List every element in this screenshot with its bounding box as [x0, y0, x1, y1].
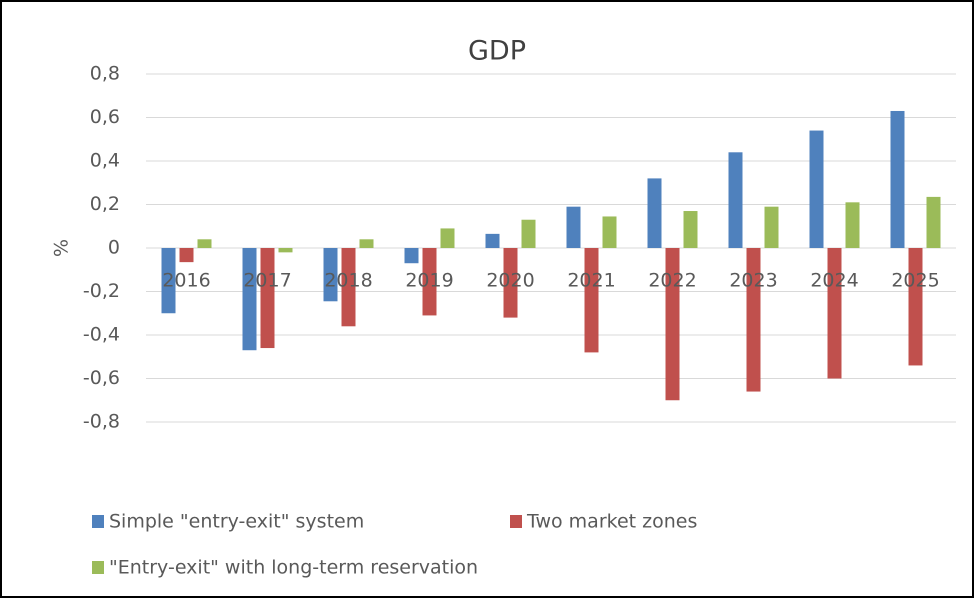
bar — [683, 211, 698, 248]
legend-label: Two market zones — [526, 511, 697, 533]
bar — [179, 248, 194, 263]
x-tick-label: 2024 — [810, 270, 858, 292]
x-tick-label: 2020 — [486, 270, 534, 292]
bar — [161, 248, 176, 314]
x-tick-label: 2016 — [162, 270, 210, 292]
legend-label: Simple "entry-exit" system — [109, 511, 364, 533]
y-tick-label: 0 — [108, 237, 120, 259]
bar — [602, 216, 617, 248]
bar — [665, 248, 680, 401]
bar — [647, 178, 662, 248]
bar — [503, 248, 518, 318]
y-axis-label: % — [51, 239, 73, 257]
bar — [242, 248, 257, 351]
x-tick-label: 2022 — [648, 270, 696, 292]
bar — [260, 248, 275, 349]
bar — [197, 239, 212, 248]
y-tick-label: -0,8 — [83, 411, 120, 433]
bar — [809, 130, 824, 248]
bar — [359, 239, 374, 248]
legend-swatch — [92, 561, 104, 574]
y-tick-label: -0,6 — [83, 367, 120, 389]
bar — [728, 152, 743, 248]
x-tick-label: 2025 — [891, 270, 939, 292]
y-tick-label: 0,2 — [90, 193, 120, 215]
bar — [278, 248, 293, 253]
x-tick-label: 2021 — [567, 270, 615, 292]
bar — [440, 228, 455, 248]
x-tick-label: 2017 — [243, 270, 291, 292]
x-tick-label: 2023 — [729, 270, 777, 292]
x-tick-label: 2018 — [324, 270, 372, 292]
bar — [566, 206, 581, 248]
y-tick-label: -0,4 — [83, 324, 120, 346]
bar — [485, 233, 500, 248]
bar — [764, 206, 779, 248]
x-tick-label: 2019 — [405, 270, 453, 292]
bar — [521, 219, 536, 248]
bar — [827, 248, 842, 379]
bar — [584, 248, 599, 353]
legend-swatch — [510, 515, 522, 528]
legend-swatch — [92, 515, 104, 528]
bar — [422, 248, 437, 316]
bar — [746, 248, 761, 392]
y-tick-label: -0,2 — [83, 280, 120, 302]
bar — [404, 248, 419, 264]
bar — [890, 110, 905, 248]
bar — [323, 248, 338, 302]
y-tick-label: 0,4 — [90, 150, 120, 172]
chart-title: GDP — [468, 36, 526, 67]
bar — [341, 248, 356, 327]
y-tick-label: 0,6 — [90, 106, 120, 128]
y-tick-label: 0,8 — [90, 63, 120, 85]
legend-label: "Entry-exit" with long-term reservation — [109, 557, 478, 579]
bar — [908, 248, 923, 366]
bar — [845, 202, 860, 248]
bar — [926, 196, 941, 248]
